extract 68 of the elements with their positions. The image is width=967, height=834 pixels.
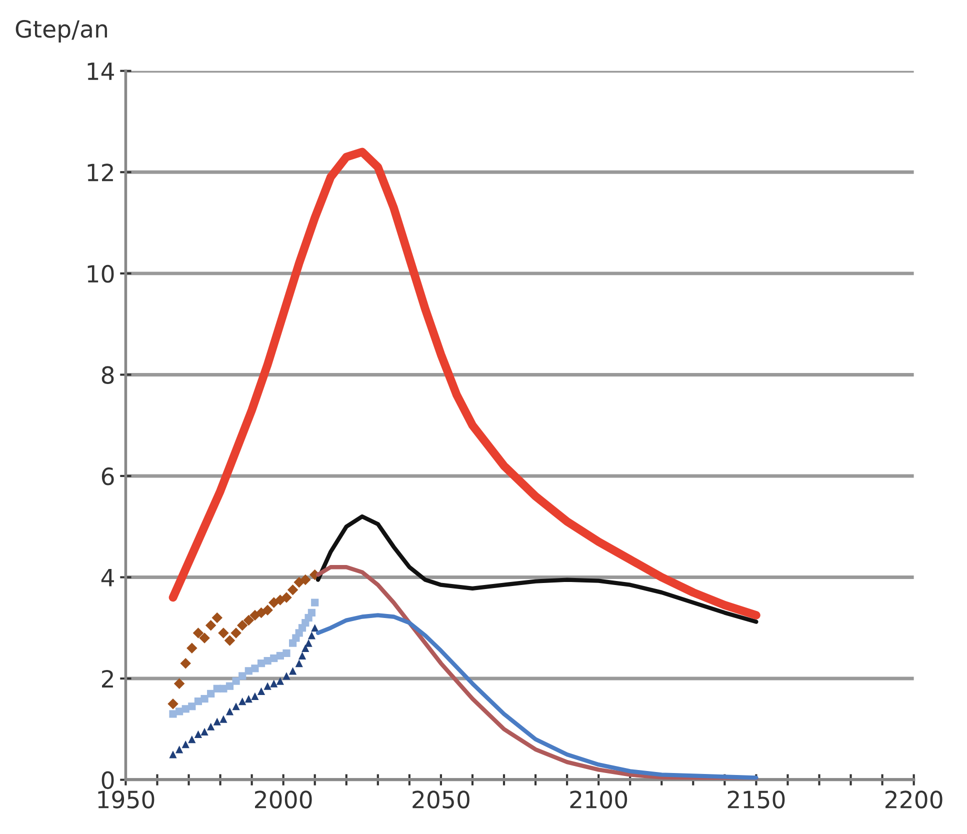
point (232, 677, 240, 685)
point (302, 644, 310, 652)
point (212, 612, 223, 624)
y-tick-label: 4 (101, 569, 114, 586)
point (308, 632, 316, 640)
point (232, 702, 240, 710)
y-tick-label: 6 (102, 467, 114, 486)
point (281, 592, 292, 603)
y-tick-label: 12 (88, 164, 113, 182)
point (176, 746, 184, 754)
x-tick-label: 2150 (728, 790, 785, 808)
x-tick-label: 2050 (412, 790, 470, 808)
point (308, 608, 316, 616)
point (230, 628, 242, 638)
point (251, 664, 259, 672)
point (213, 718, 221, 726)
point (226, 682, 234, 690)
point (270, 680, 278, 688)
point (168, 698, 178, 710)
point (243, 614, 254, 626)
point (236, 620, 248, 631)
point (180, 658, 191, 669)
point (274, 594, 286, 606)
x-tick-label: 2000 (255, 790, 312, 808)
x-tick-label: 2100 (570, 790, 628, 808)
point (205, 620, 216, 631)
point (169, 750, 177, 758)
point (182, 740, 190, 748)
point (218, 628, 229, 638)
y-tick-label: 2 (102, 670, 113, 688)
point (188, 702, 196, 710)
y-tick-label: 14 (88, 62, 114, 80)
point (224, 635, 236, 646)
point (282, 672, 290, 680)
point (194, 730, 202, 738)
point (192, 628, 204, 638)
y-tick-label: 8 (102, 366, 114, 384)
point (264, 682, 272, 690)
point (220, 715, 228, 723)
point (186, 642, 198, 654)
point (200, 728, 208, 736)
y-tick-label: 10 (88, 264, 114, 283)
point (300, 574, 311, 586)
point (298, 652, 306, 660)
point (200, 694, 208, 703)
point (276, 677, 284, 685)
point (288, 667, 297, 675)
point (244, 694, 252, 703)
y-axis-title: Gtep/an (16, 20, 107, 42)
y-tick-label: 0 (102, 771, 114, 790)
point (262, 604, 273, 616)
x-tick-label: 2200 (886, 790, 942, 808)
point (295, 660, 303, 668)
point (251, 692, 259, 700)
point (188, 735, 196, 744)
point (199, 632, 210, 644)
point (287, 584, 298, 596)
point (238, 698, 246, 706)
point (226, 708, 234, 716)
point (282, 649, 290, 658)
point (304, 639, 312, 647)
point (238, 672, 246, 680)
point (207, 722, 215, 730)
x-tick-label: 1950 (98, 790, 154, 808)
point (257, 687, 266, 695)
point (174, 678, 185, 689)
point (207, 690, 215, 698)
point (311, 598, 319, 606)
